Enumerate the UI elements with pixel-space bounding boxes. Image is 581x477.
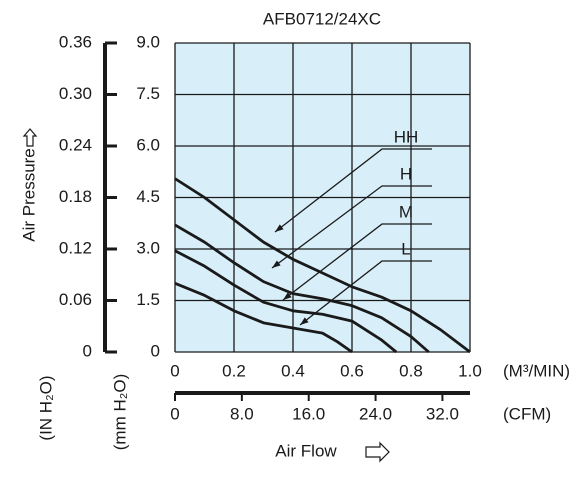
y2-tick-label: 0.30 xyxy=(59,84,92,103)
x-unit: (M³/MIN) xyxy=(503,361,570,380)
arrow-icon xyxy=(365,441,390,463)
y2-tick-label: 0.12 xyxy=(59,238,92,257)
y-tick-label: 4.5 xyxy=(136,187,160,206)
y-tick-label: 6.0 xyxy=(136,135,160,154)
leader-arrow xyxy=(275,224,284,232)
x2-tick-label: 0 xyxy=(170,404,179,423)
y-tick-label: 1.5 xyxy=(136,290,160,309)
y-tick-label: 9.0 xyxy=(136,32,160,51)
curve xyxy=(174,177,471,354)
x-axis-label: Air Flow xyxy=(275,441,337,460)
y-tick-label: 3.0 xyxy=(136,238,160,257)
leader-line xyxy=(282,223,432,301)
leader-arrow xyxy=(300,317,309,325)
x2-unit: (CFM) xyxy=(503,404,551,423)
x-tick-label: 0 xyxy=(170,361,179,380)
x-tick-label: 0.2 xyxy=(222,361,246,380)
y2-tick-label: 0.18 xyxy=(59,187,92,206)
x2-tick-label: 32.0 xyxy=(426,404,459,423)
leader-line xyxy=(274,148,432,233)
y2-tick-label: 0.24 xyxy=(59,135,92,154)
x2-tick-label: 24.0 xyxy=(359,404,392,423)
leader-arrow xyxy=(283,292,292,300)
x-tick-label: 0.4 xyxy=(281,361,305,380)
x-tick-label: 0.8 xyxy=(399,361,423,380)
legend-label: H xyxy=(400,164,412,183)
curve xyxy=(174,249,398,354)
leader-line xyxy=(299,260,432,326)
legend-label: L xyxy=(401,239,410,258)
x2-tick-label: 8.0 xyxy=(230,404,254,423)
y-tick-label: 0 xyxy=(151,341,160,360)
y2-tick-label: 0 xyxy=(83,341,92,360)
curve xyxy=(174,223,430,354)
y2-tick-label: 0.06 xyxy=(59,290,92,309)
leader-line xyxy=(271,185,432,269)
y-unit: (mm H₂O) xyxy=(110,374,129,450)
legend-label: HH xyxy=(394,127,419,146)
y2-tick-label: 0.36 xyxy=(59,32,92,51)
legend-label: M xyxy=(399,202,413,221)
y-tick-label: 7.5 xyxy=(136,84,160,103)
arrow-icon xyxy=(22,128,38,147)
y-axis-label: Air Pressure xyxy=(19,148,38,242)
chart-title: AFB0712/24XC xyxy=(263,9,381,28)
x-tick-label: 1.0 xyxy=(458,361,482,380)
x-tick-label: 0.6 xyxy=(340,361,364,380)
x2-tick-label: 16.0 xyxy=(292,404,325,423)
leader-arrow xyxy=(272,260,281,268)
curve xyxy=(174,282,353,354)
y2-unit: (IN H₂O) xyxy=(36,375,55,440)
